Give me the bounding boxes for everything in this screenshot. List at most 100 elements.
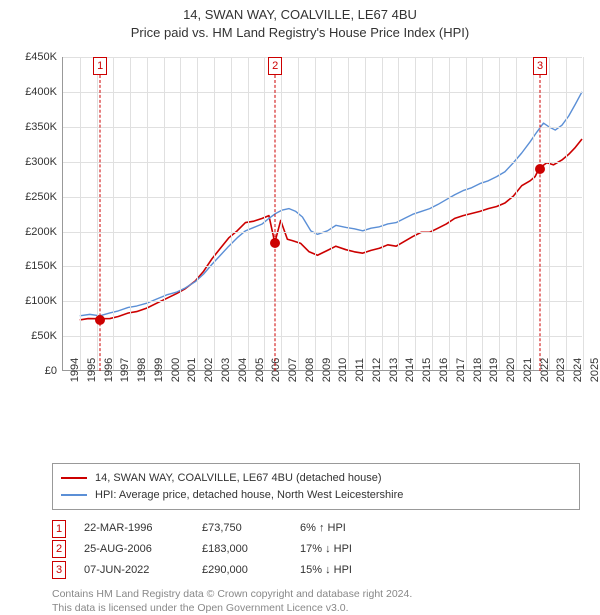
marker-box-2: 2 [268, 57, 282, 75]
sale-events: 1 22-MAR-1996 £73,750 6% ↑ HPI 2 25-AUG-… [52, 518, 580, 581]
x-tick-label: 2012 [365, 358, 383, 382]
gridline-h [63, 266, 582, 267]
gridline-v [298, 57, 299, 370]
x-tick-label: 2022 [533, 358, 551, 382]
marker-dashed-line [540, 75, 541, 371]
x-tick-label: 2019 [482, 358, 500, 382]
gridline-h [63, 197, 582, 198]
title-subtitle: Price paid vs. HM Land Registry's House … [0, 24, 600, 42]
x-tick-label: 1994 [63, 358, 81, 382]
gridline-h [63, 232, 582, 233]
y-tick-label: £150K [25, 260, 63, 272]
event-marker-1: 1 [52, 520, 66, 538]
gridline-v [516, 57, 517, 370]
x-tick-label: 1999 [147, 358, 165, 382]
marker-dashed-line [275, 75, 276, 371]
x-tick-label: 1995 [80, 358, 98, 382]
x-tick-label: 2000 [164, 358, 182, 382]
gridline-h [63, 127, 582, 128]
x-tick-label: 2013 [382, 358, 400, 382]
title-address: 14, SWAN WAY, COALVILLE, LE67 4BU [0, 6, 600, 24]
legend-swatch-hpi [61, 494, 87, 496]
event-row: 2 25-AUG-2006 £183,000 17% ↓ HPI [52, 539, 580, 560]
gridline-v [164, 57, 165, 370]
gridline-v [482, 57, 483, 370]
chart-legend: 14, SWAN WAY, COALVILLE, LE67 4BU (detac… [52, 463, 580, 510]
gridline-v [365, 57, 366, 370]
y-tick-label: £350K [25, 121, 63, 133]
x-tick-label: 2005 [248, 358, 266, 382]
event-delta: 6% ↑ HPI [300, 518, 390, 539]
gridline-v [466, 57, 467, 370]
x-tick-label: 1998 [130, 358, 148, 382]
gridline-v [533, 57, 534, 370]
x-tick-label: 2021 [516, 358, 534, 382]
event-date: 25-AUG-2006 [84, 539, 184, 560]
x-tick-label: 2024 [566, 358, 584, 382]
x-tick-label: 2001 [180, 358, 198, 382]
marker-box-1: 1 [93, 57, 107, 75]
gridline-v [549, 57, 550, 370]
x-tick-label: 2009 [315, 358, 333, 382]
gridline-h [63, 92, 582, 93]
y-tick-label: £100K [25, 295, 63, 307]
chart-lines [63, 57, 582, 370]
x-tick-label: 2016 [432, 358, 450, 382]
footnote: Contains HM Land Registry data © Crown c… [52, 587, 580, 615]
x-tick-label: 2020 [499, 358, 517, 382]
x-tick-label: 2015 [415, 358, 433, 382]
gridline-v [398, 57, 399, 370]
gridline-v [382, 57, 383, 370]
gridline-v [348, 57, 349, 370]
marker-box-3: 3 [533, 57, 547, 75]
gridline-v [147, 57, 148, 370]
gridline-v [80, 57, 81, 370]
gridline-v [499, 57, 500, 370]
legend-label-hpi: HPI: Average price, detached house, Nort… [95, 487, 403, 504]
marker-dashed-line [100, 75, 101, 371]
gridline-h [63, 162, 582, 163]
marker-dot-2 [270, 238, 280, 248]
gridline-v [281, 57, 282, 370]
gridline-v [197, 57, 198, 370]
y-tick-label: £400K [25, 86, 63, 98]
gridline-v [264, 57, 265, 370]
marker-dot-1 [95, 315, 105, 325]
event-price: £73,750 [202, 518, 282, 539]
gridline-v [180, 57, 181, 370]
x-tick-label: 2008 [298, 358, 316, 382]
gridline-h [63, 57, 582, 58]
y-tick-label: £50K [31, 330, 63, 342]
x-tick-label: 2017 [449, 358, 467, 382]
x-tick-label: 2003 [214, 358, 232, 382]
x-tick-label: 2018 [466, 358, 484, 382]
y-tick-label: £200K [25, 226, 63, 238]
plot-area: £0£50K£100K£150K£200K£250K£300K£350K£400… [62, 57, 582, 371]
x-tick-label: 2010 [331, 358, 349, 382]
x-tick-label: 2025 [583, 358, 600, 382]
y-tick-label: £250K [25, 191, 63, 203]
y-tick-label: £0 [45, 365, 63, 377]
event-row: 3 07-JUN-2022 £290,000 15% ↓ HPI [52, 560, 580, 581]
legend-row-property: 14, SWAN WAY, COALVILLE, LE67 4BU (detac… [61, 470, 571, 487]
x-tick-label: 2004 [231, 358, 249, 382]
legend-row-hpi: HPI: Average price, detached house, Nort… [61, 487, 571, 504]
x-tick-label: 2007 [281, 358, 299, 382]
legend-swatch-property [61, 477, 87, 479]
x-tick-label: 2014 [398, 358, 416, 382]
gridline-v [432, 57, 433, 370]
gridline-v [331, 57, 332, 370]
event-date: 22-MAR-1996 [84, 518, 184, 539]
event-marker-2: 2 [52, 540, 66, 558]
gridline-v [248, 57, 249, 370]
price-chart: £0£50K£100K£150K£200K£250K£300K£350K£400… [20, 47, 590, 417]
gridline-v [315, 57, 316, 370]
gridline-h [63, 301, 582, 302]
gridline-v [449, 57, 450, 370]
title-block: 14, SWAN WAY, COALVILLE, LE67 4BU Price … [0, 0, 600, 43]
event-delta: 17% ↓ HPI [300, 539, 390, 560]
x-tick-label: 2011 [348, 358, 366, 382]
x-tick-label: 1997 [113, 358, 131, 382]
gridline-v [214, 57, 215, 370]
gridline-h [63, 336, 582, 337]
